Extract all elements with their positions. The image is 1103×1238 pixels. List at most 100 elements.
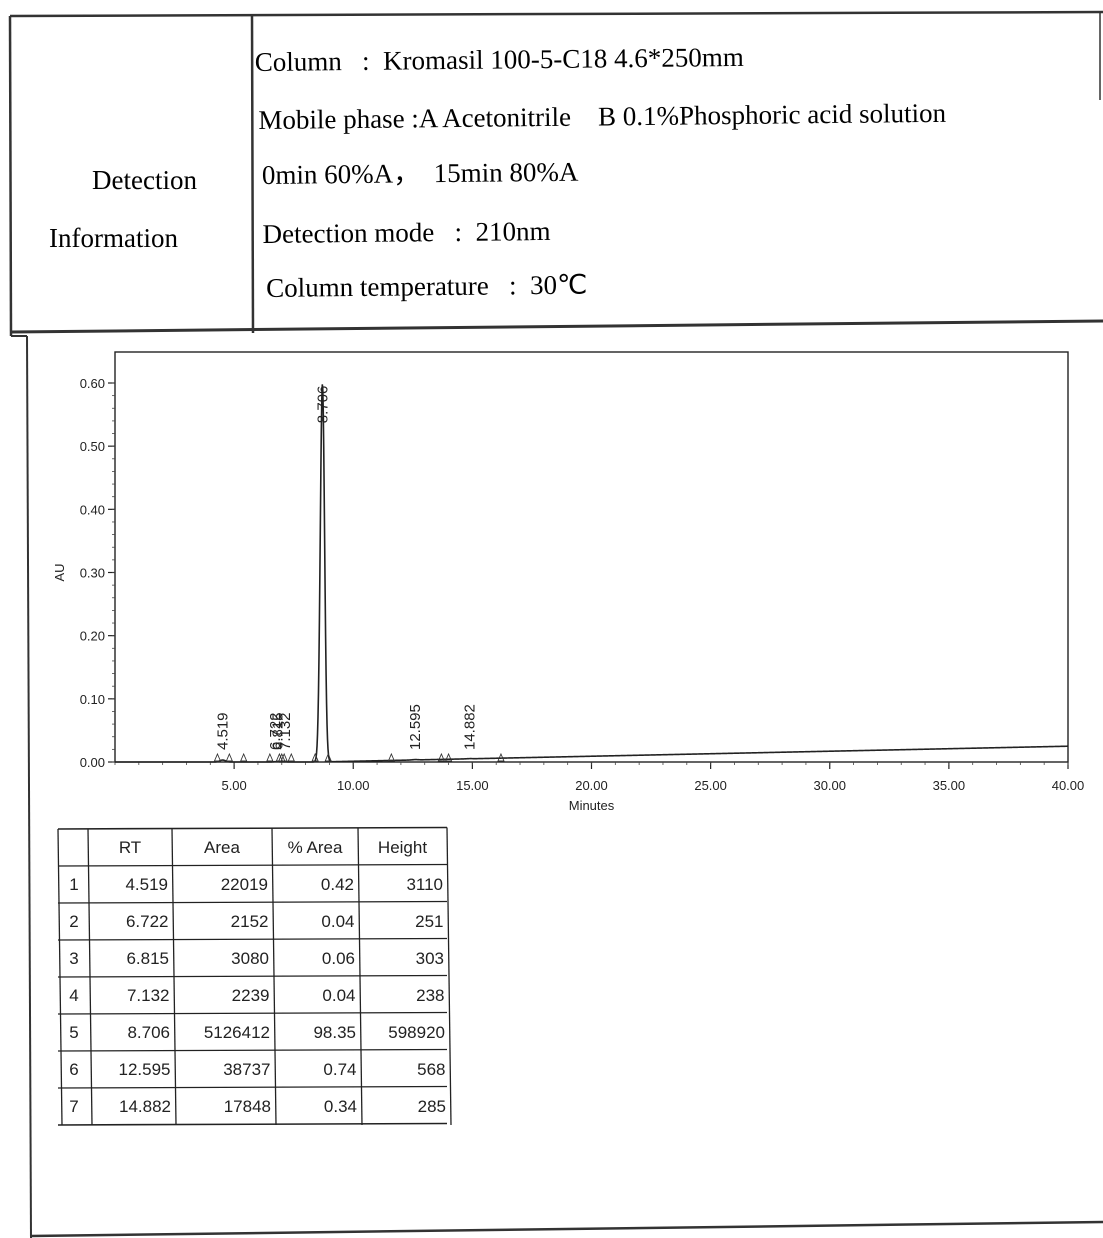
x-axis-label: Minutes [569, 798, 615, 813]
table-row-index: 4 [69, 986, 78, 1005]
chromatogram-trace [115, 384, 1068, 763]
x-tick-label: 5.00 [221, 778, 246, 793]
table-cell: 6.815 [126, 949, 169, 968]
table-cell: 4.519 [125, 875, 168, 894]
table-header-cell: RT [119, 838, 141, 857]
table-row-index: 1 [69, 875, 78, 894]
integration-marker [239, 752, 248, 762]
table-header-cell: Height [378, 838, 427, 857]
table-cell: 0.04 [321, 912, 354, 931]
table-column-line [57, 828, 63, 1126]
table-cell: 3080 [231, 949, 269, 968]
integration-marker [213, 752, 222, 762]
table-row-index: 7 [69, 1097, 78, 1116]
integration-marker [311, 752, 319, 762]
table-cell: 568 [417, 1060, 445, 1079]
table-row-line [57, 863, 448, 867]
column-line: Column : Kromasil 100-5-C18 4.6*250mm [255, 42, 744, 77]
table-cell: 38737 [223, 1060, 270, 1079]
plot-frame [114, 351, 1069, 763]
table-cell: 0.34 [324, 1097, 357, 1116]
integration-marker [266, 752, 274, 762]
integration-marker [437, 752, 446, 762]
table-column-line [271, 828, 277, 1126]
table-row-line [57, 974, 448, 978]
peak-table: RT Area % Area Height 1 4.519 22019 0.42 3110 2 6.… [57, 826, 452, 1126]
table-row-index: 6 [69, 1060, 78, 1079]
table-cell: 5126412 [204, 1023, 270, 1042]
table-row-index: 3 [69, 949, 78, 968]
x-tick-label: 25.00 [694, 778, 727, 793]
gradient-line: 0min 60%A， 15min 80%A [262, 157, 579, 190]
column-temperature-line: Column temperature : 30℃ [266, 270, 588, 303]
table-cell: 14.882 [119, 1097, 171, 1116]
table-cell: 303 [416, 949, 444, 968]
table-cell: 8.706 [127, 1023, 170, 1042]
info-frame [8, 10, 1103, 1238]
x-tick-label: 20.00 [575, 778, 608, 793]
table-cell: 7.132 [127, 986, 170, 1005]
x-tick-label: 40.00 [1052, 778, 1085, 793]
integration-marker [225, 752, 234, 762]
table-cell: 17848 [224, 1097, 271, 1116]
y-tick-label: 0.50 [80, 439, 105, 454]
peak-label: 8.706 [314, 386, 331, 424]
table-cell: 6.722 [126, 912, 169, 931]
x-tick-label: 30.00 [813, 778, 846, 793]
table-column-line [87, 828, 93, 1126]
peak-label: 4.519 [215, 712, 232, 750]
peak-label: 6.815 [269, 712, 286, 750]
table-cell: 0.04 [322, 986, 355, 1005]
table-cell: 238 [416, 986, 444, 1005]
table-row-line [57, 826, 448, 830]
peak-label: 12.595 [407, 704, 424, 750]
table-header-cell: % Area [288, 838, 343, 857]
table-cell: 2239 [232, 986, 270, 1005]
table-row-index: 2 [69, 912, 78, 931]
mobile-phase-line: Mobile phase :A Acetonitrile B 0.1%Phosp… [258, 98, 946, 135]
table-cell: 12.595 [119, 1060, 171, 1079]
x-tick-label: 35.00 [933, 778, 966, 793]
table-row-line [57, 937, 448, 941]
x-tick-label: 10.00 [337, 778, 370, 793]
x-tick-label: 15.00 [456, 778, 489, 793]
table-cell: 22019 [221, 875, 268, 894]
table-row-line [57, 1085, 448, 1089]
peak-label: 14.882 [462, 704, 479, 750]
y-tick-label: 0.00 [80, 755, 105, 770]
peak-label: 7.132 [277, 712, 294, 750]
table-cell: 0.74 [323, 1060, 356, 1079]
y-tick-label: 0.10 [80, 692, 105, 707]
integration-marker [444, 752, 453, 762]
section-label-information: Information [49, 223, 178, 253]
table-column-line [171, 828, 177, 1126]
table-row-line [57, 1011, 448, 1015]
table-row-line [57, 1122, 448, 1126]
integration-marker [324, 752, 332, 762]
integration-marker [497, 752, 505, 762]
y-tick-label: 0.30 [80, 566, 105, 581]
integration-marker [287, 752, 295, 762]
table-cell: 98.35 [313, 1023, 356, 1042]
table-cell: 2152 [231, 912, 269, 931]
section-label-detection: Detection [92, 165, 197, 195]
y-tick-label: 0.60 [80, 376, 105, 391]
integration-marker [387, 752, 396, 762]
table-column-line [446, 827, 452, 1126]
peak-label: 6.722 [267, 712, 284, 750]
table-cell: 285 [418, 1097, 446, 1116]
y-tick-label: 0.40 [80, 502, 105, 517]
table-cell: 251 [415, 912, 443, 931]
detection-mode-line: Detection mode : 210nm [262, 216, 550, 249]
table-header-cell: Area [204, 838, 240, 857]
y-axis-label: AU [52, 563, 67, 581]
y-tick-label: 0.20 [80, 629, 105, 644]
table-cell: 3110 [406, 875, 443, 894]
table-row-index: 5 [69, 1023, 78, 1042]
chromatogram-chart: 0.00 0.10 0.20 0.30 0.40 0.50 0.60 5.00 10.00 15.… [52, 351, 1085, 813]
table-column-line [357, 827, 363, 1126]
table-cell: 0.42 [321, 875, 354, 894]
integration-marker [280, 752, 288, 762]
table-row-line [57, 1048, 448, 1052]
